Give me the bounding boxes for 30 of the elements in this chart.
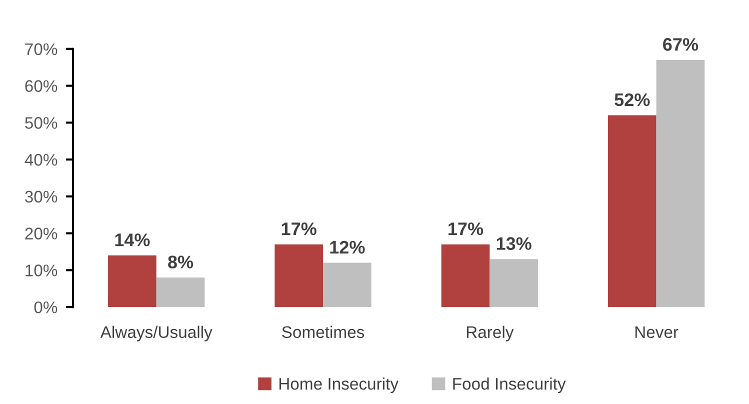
x-tick-label: Rarely [466,326,514,342]
data-label: 17% [282,222,316,236]
legend-label: Home Insecurity [279,378,398,394]
bar [274,244,324,308]
x-tick-label: Always/Usually [100,326,212,342]
data-label: 14% [115,234,150,246]
y-tick-label: 50% [25,117,58,129]
bar [608,115,656,308]
bar [108,255,156,308]
bar [156,278,205,308]
data-label: 67% [663,38,698,51]
legend-label: Food Insecurity [453,378,566,394]
y-tick-label: 60% [25,80,58,92]
y-tick-label: 40% [24,154,58,166]
bar [490,259,538,308]
y-tick-label: 30% [25,190,58,203]
data-label: 12% [330,240,365,254]
y-tick-label: 10% [26,264,58,276]
bar [441,244,490,308]
y-tick-label: 70% [25,43,58,56]
data-label: 17% [448,222,484,236]
y-tick-label: 0% [34,301,58,314]
data-label: 13% [496,237,532,250]
x-tick-label: Never [635,326,678,338]
data-label: 8% [168,256,194,268]
y-tick-label: 20% [25,228,58,240]
bar [323,262,372,308]
bar [656,60,705,308]
x-tick-label: Sometimes [282,326,364,338]
data-label: 52% [614,93,650,106]
